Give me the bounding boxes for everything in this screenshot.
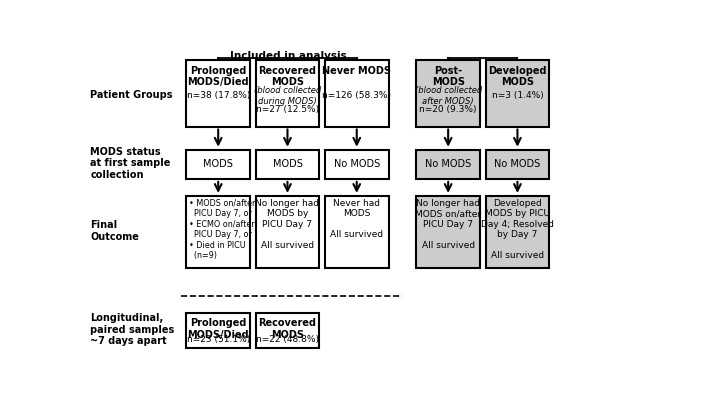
FancyBboxPatch shape <box>416 196 480 268</box>
FancyBboxPatch shape <box>187 196 250 268</box>
Text: Post-
MODS: Post- MODS <box>432 66 465 88</box>
FancyBboxPatch shape <box>416 150 480 179</box>
Text: Patient Groups: Patient Groups <box>91 90 173 100</box>
Text: MODS: MODS <box>203 159 233 169</box>
Text: (blood collected
after MODS): (blood collected after MODS) <box>415 86 482 106</box>
Text: Prolonged
MODS/Died: Prolonged MODS/Died <box>187 66 249 88</box>
Text: n=23 (51.1%): n=23 (51.1%) <box>187 335 250 344</box>
FancyBboxPatch shape <box>325 150 389 179</box>
FancyBboxPatch shape <box>485 150 549 179</box>
Text: • MODS on/after
  PICU Day 7, or
• ECMO on/after
  PICU Day 7, or
• Died in PICU: • MODS on/after PICU Day 7, or • ECMO on… <box>189 199 255 260</box>
Text: Recovered
MODS: Recovered MODS <box>259 318 317 340</box>
Text: Recovered
MODS: Recovered MODS <box>259 66 317 88</box>
Text: n=27 (12.5%): n=27 (12.5%) <box>256 105 319 114</box>
Text: Included in analysis: Included in analysis <box>230 51 347 61</box>
Text: MODS status
at first sample
collection: MODS status at first sample collection <box>91 147 171 180</box>
Text: Developed
MODS by PICU
Day 4; Resolved
by Day 7

All survived: Developed MODS by PICU Day 4; Resolved b… <box>481 199 554 260</box>
Text: No longer had
MODS on/after
PICU Day 7

All survived: No longer had MODS on/after PICU Day 7 A… <box>415 199 481 250</box>
FancyBboxPatch shape <box>256 150 320 179</box>
FancyBboxPatch shape <box>325 196 389 268</box>
Text: No MODS: No MODS <box>425 159 471 169</box>
Text: n=22 (48.8%): n=22 (48.8%) <box>256 335 319 344</box>
FancyBboxPatch shape <box>256 313 320 348</box>
Text: Longitudinal,
paired samples
~7 days apart: Longitudinal, paired samples ~7 days apa… <box>91 313 174 346</box>
FancyBboxPatch shape <box>256 60 320 126</box>
Text: No MODS: No MODS <box>334 159 380 169</box>
FancyBboxPatch shape <box>187 313 250 348</box>
Text: Final
Outcome: Final Outcome <box>91 220 139 242</box>
Text: Never had
MODS

All survived: Never had MODS All survived <box>330 199 383 239</box>
Text: n=126 (58.3%): n=126 (58.3%) <box>322 91 391 100</box>
Text: MODS: MODS <box>272 159 302 169</box>
FancyBboxPatch shape <box>416 60 480 126</box>
Text: Prolonged
MODS/Died: Prolonged MODS/Died <box>187 318 249 340</box>
FancyBboxPatch shape <box>485 60 549 126</box>
Text: n=3 (1.4%): n=3 (1.4%) <box>491 91 543 100</box>
Text: Never MODS: Never MODS <box>322 66 391 76</box>
Text: n=38 (17.8%): n=38 (17.8%) <box>187 91 250 100</box>
Text: (blood collected
during MODS): (blood collected during MODS) <box>254 86 321 106</box>
FancyBboxPatch shape <box>187 60 250 126</box>
FancyBboxPatch shape <box>187 150 250 179</box>
FancyBboxPatch shape <box>256 196 320 268</box>
FancyBboxPatch shape <box>325 60 389 126</box>
Text: Developed
MODS: Developed MODS <box>488 66 547 88</box>
Text: No MODS: No MODS <box>494 159 541 169</box>
Text: n=20 (9.3%): n=20 (9.3%) <box>420 105 477 114</box>
FancyBboxPatch shape <box>485 196 549 268</box>
Text: No longer had
MODS by
PICU Day 7

All survived: No longer had MODS by PICU Day 7 All sur… <box>255 199 320 250</box>
